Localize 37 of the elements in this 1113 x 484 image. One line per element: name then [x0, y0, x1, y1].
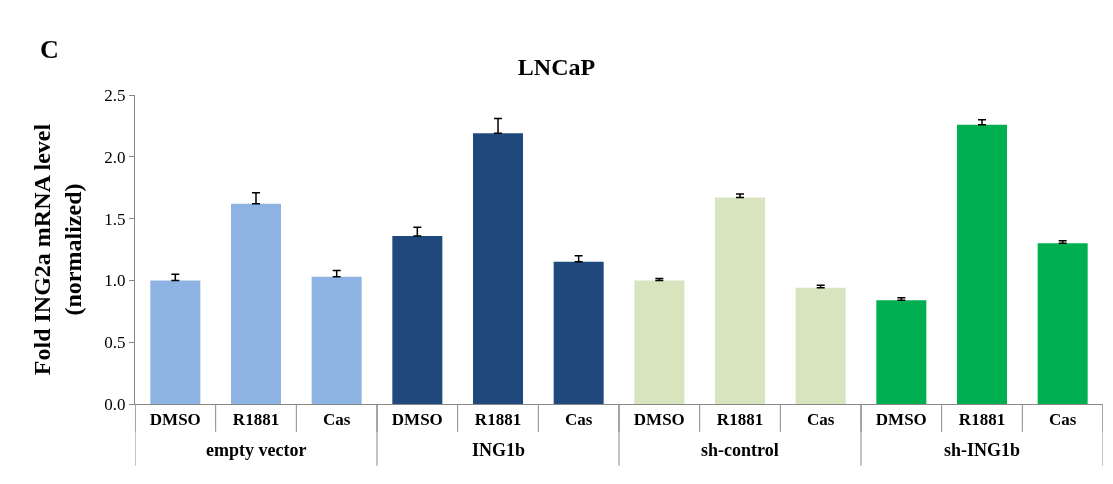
bar [876, 300, 927, 404]
x-tick-label: R1881 [474, 410, 522, 430]
text: empty vector [206, 440, 307, 460]
text: sh-control [701, 440, 779, 460]
text: C [40, 35, 59, 64]
y-tick-label: 1.5 [104, 209, 126, 229]
x-tick-label: Cas [1048, 410, 1077, 430]
x-tick-label: DMSO [149, 410, 201, 430]
x-tick-label: R1881 [716, 410, 764, 430]
bar [392, 235, 443, 404]
bar [714, 197, 766, 404]
bar [472, 133, 524, 404]
x-tick-label: DMSO [875, 410, 927, 430]
bar [956, 124, 1008, 404]
text: sh-ING1b [944, 440, 1021, 460]
x-tick-label: DMSO [391, 410, 443, 430]
bar [553, 261, 604, 404]
x-tick-label: R1881 [958, 410, 1006, 430]
chart-title: LNCaP [517, 53, 596, 80]
y-axis-title: Fold ING2a mRNA level (normalized) [29, 123, 87, 376]
text: ING1b [472, 440, 526, 460]
bar [230, 203, 282, 404]
bar [1037, 243, 1088, 404]
x-tick-label: Cas [806, 410, 835, 430]
y-tick-label: 0.5 [104, 333, 126, 353]
bar [311, 276, 362, 404]
y-tick-label: 0.0 [104, 394, 126, 414]
x-tick-label: Cas [322, 410, 351, 430]
y-tick-label: 2.0 [104, 147, 126, 167]
bar [795, 287, 846, 404]
y-tick-label: 1.0 [104, 271, 126, 291]
bar [634, 280, 685, 404]
x-tick-label: R1881 [232, 410, 280, 430]
x-tick-label: Cas [564, 410, 593, 430]
x-tick-label: DMSO [633, 410, 685, 430]
y-tick-label: 2.5 [104, 85, 126, 105]
bar [150, 280, 201, 404]
